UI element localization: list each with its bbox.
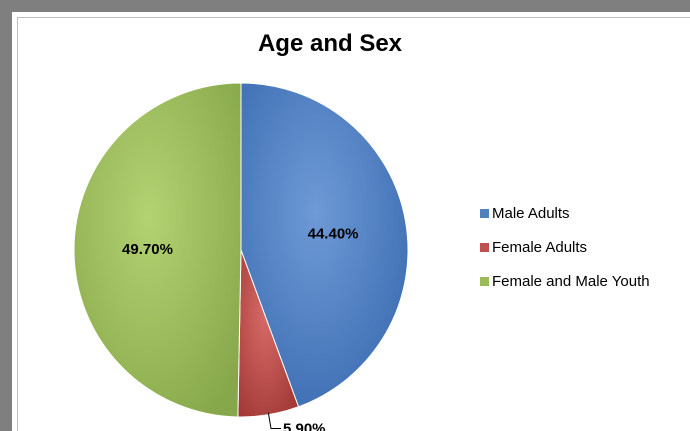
legend-label-youth: Female and Male Youth <box>492 273 650 290</box>
legend-swatch-female-adults <box>480 243 489 252</box>
data-label-male-adults: 44.40% <box>308 226 359 243</box>
leader-line <box>267 412 281 429</box>
legend-item-male-adults: Male Adults <box>480 204 650 223</box>
legend-swatch-male-adults <box>480 209 489 218</box>
chart-area <box>17 17 690 431</box>
legend-item-female-adults: Female Adults <box>480 238 650 257</box>
pie-slice-female-and-male-youth <box>73 82 242 418</box>
data-label-female-and-male-youth: 49.70% <box>122 241 173 258</box>
data-label-female-adults: 5.90% <box>283 420 326 431</box>
legend-item-youth: Female and Male Youth <box>480 272 650 291</box>
legend: Male Adults Female Adults Female and Mal… <box>480 204 650 306</box>
legend-label-female-adults: Female Adults <box>492 239 588 256</box>
chart-title: Age and Sex <box>257 30 403 57</box>
pie-slice-male-adults <box>240 82 409 408</box>
legend-swatch-youth <box>480 277 489 286</box>
legend-label-male-adults: Male Adults <box>492 205 570 222</box>
